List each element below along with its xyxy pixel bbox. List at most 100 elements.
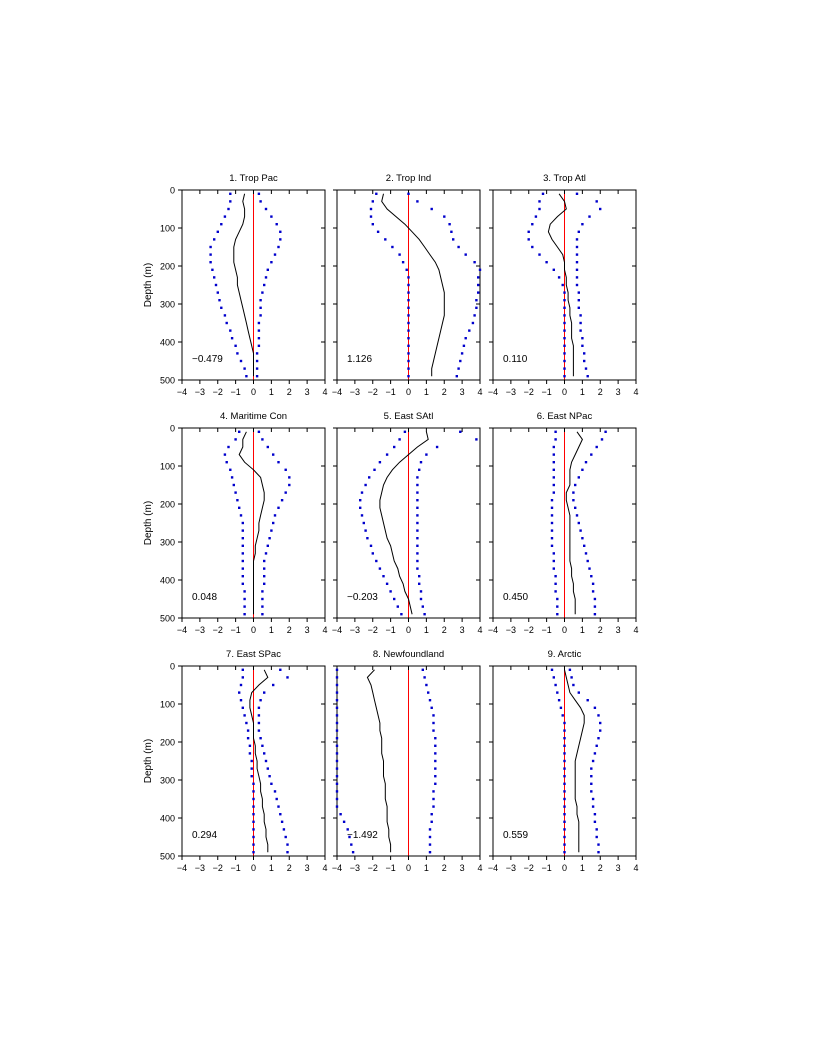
- upper-bound-dot: [599, 207, 602, 211]
- lower-bound-dot: [223, 453, 227, 456]
- upper-bound-dot: [418, 582, 421, 585]
- upper-bound-dot: [416, 537, 419, 540]
- x-tick-label: 4: [477, 387, 482, 397]
- lower-bound-dot: [241, 575, 244, 578]
- lower-bound-dot: [245, 721, 248, 725]
- upper-bound-dot: [584, 461, 588, 464]
- lower-bound-dot: [552, 461, 555, 464]
- upper-bound-dot: [590, 790, 593, 793]
- x-tick-label: 4: [633, 863, 638, 873]
- lower-bound-dot: [250, 767, 253, 770]
- panel-title: 3. Trop Atl: [543, 173, 586, 184]
- y-tick-label: 0: [170, 186, 175, 196]
- upper-bound-dot: [257, 430, 261, 433]
- lower-bound-dot: [335, 752, 339, 755]
- lower-bound-dot: [234, 344, 237, 347]
- lower-bound-dot: [250, 775, 253, 778]
- lower-bound-dot: [239, 699, 243, 702]
- upper-bound-dot: [478, 268, 482, 271]
- lower-bound-dot: [223, 314, 227, 317]
- lower-bound-dot: [371, 200, 374, 203]
- lower-bound-dot: [241, 537, 244, 540]
- lower-bound-dot: [369, 544, 373, 547]
- lower-bound-dot: [552, 476, 555, 479]
- lower-bound-dot: [554, 438, 557, 441]
- lower-bound-dot: [209, 245, 212, 249]
- upper-bound-dot: [595, 200, 598, 203]
- upper-bound-dot: [264, 552, 268, 555]
- y-tick-label: 500: [160, 852, 175, 862]
- lower-bound-dot: [563, 337, 566, 340]
- upper-bound-dot: [263, 559, 266, 563]
- lower-bound-dot: [384, 238, 387, 241]
- upper-bound-dot: [259, 314, 262, 317]
- lower-bound-dot: [552, 559, 555, 563]
- lower-bound-dot: [368, 476, 371, 479]
- x-tick-label: −3: [195, 387, 205, 397]
- x-tick-label: 3: [305, 387, 310, 397]
- upper-bound-dot: [575, 283, 579, 287]
- upper-bound-dot: [272, 521, 275, 525]
- upper-bound-dot: [575, 245, 579, 249]
- x-tick-label: −2: [368, 387, 378, 397]
- upper-bound-dot: [434, 782, 437, 785]
- upper-bound-dot: [259, 200, 262, 203]
- lower-bound-dot: [554, 683, 557, 687]
- mean-profile-line: [564, 669, 585, 853]
- upper-bound-dot: [264, 207, 268, 211]
- upper-bound-dot: [257, 329, 261, 332]
- lower-bound-dot: [552, 567, 555, 570]
- lower-bound-dot: [407, 344, 410, 347]
- lower-bound-dot: [407, 276, 410, 279]
- x-tick-label: −4: [332, 387, 342, 397]
- upper-bound-dot: [273, 514, 277, 517]
- lower-bound-dot: [359, 499, 362, 502]
- upper-bound-dot: [416, 499, 419, 502]
- lower-bound-dot: [563, 329, 566, 332]
- upper-bound-dot: [266, 445, 269, 449]
- panel-annotation: −0.203: [347, 592, 378, 603]
- lower-bound-dot: [541, 192, 545, 195]
- upper-bound-dot: [416, 514, 419, 517]
- lower-bound-dot: [241, 582, 244, 585]
- x-tick-label: −1: [230, 625, 240, 635]
- upper-bound-dot: [593, 820, 597, 823]
- lower-bound-dot: [563, 759, 566, 763]
- upper-bound-dot: [416, 200, 419, 203]
- lower-bound-dot: [563, 367, 566, 370]
- lower-bound-dot: [556, 691, 559, 694]
- lower-bound-dot: [407, 321, 410, 325]
- upper-bound-dot: [421, 605, 424, 608]
- x-tick-label: −4: [177, 387, 187, 397]
- upper-bound-dot: [583, 544, 586, 547]
- y-axis-label: Depth (m): [143, 501, 154, 545]
- lower-bound-dot: [229, 192, 232, 195]
- upper-bound-dot: [263, 575, 266, 578]
- upper-bound-dot: [272, 453, 275, 456]
- upper-bound-dot: [255, 375, 259, 378]
- lower-bound-dot: [371, 223, 374, 226]
- upper-bound-dot: [435, 445, 439, 449]
- lower-bound-dot: [335, 668, 339, 671]
- lower-bound-dot: [252, 797, 255, 801]
- x-tick-label: 1: [424, 625, 429, 635]
- upper-bound-dot: [264, 276, 268, 279]
- upper-bound-dot: [428, 835, 432, 839]
- upper-bound-dot: [597, 737, 600, 740]
- upper-bound-dot: [270, 261, 273, 264]
- x-tick-label: 0: [562, 863, 567, 873]
- upper-bound-dot: [584, 552, 588, 555]
- lower-bound-dot: [563, 737, 566, 740]
- x-tick-label: 0: [251, 625, 256, 635]
- upper-bound-dot: [590, 575, 593, 578]
- panel-5: −4 −3 −2 −1 0 1 2 3 4 5. East SAtl −0.203: [332, 411, 483, 635]
- x-tick-label: 4: [477, 863, 482, 873]
- lower-bound-dot: [550, 668, 554, 671]
- upper-bound-dot: [475, 306, 478, 309]
- lower-bound-dot: [563, 299, 566, 302]
- upper-bound-dot: [255, 352, 259, 355]
- lower-bound-dot: [225, 461, 228, 464]
- x-tick-label: 3: [616, 863, 621, 873]
- lower-bound-dot: [407, 299, 410, 302]
